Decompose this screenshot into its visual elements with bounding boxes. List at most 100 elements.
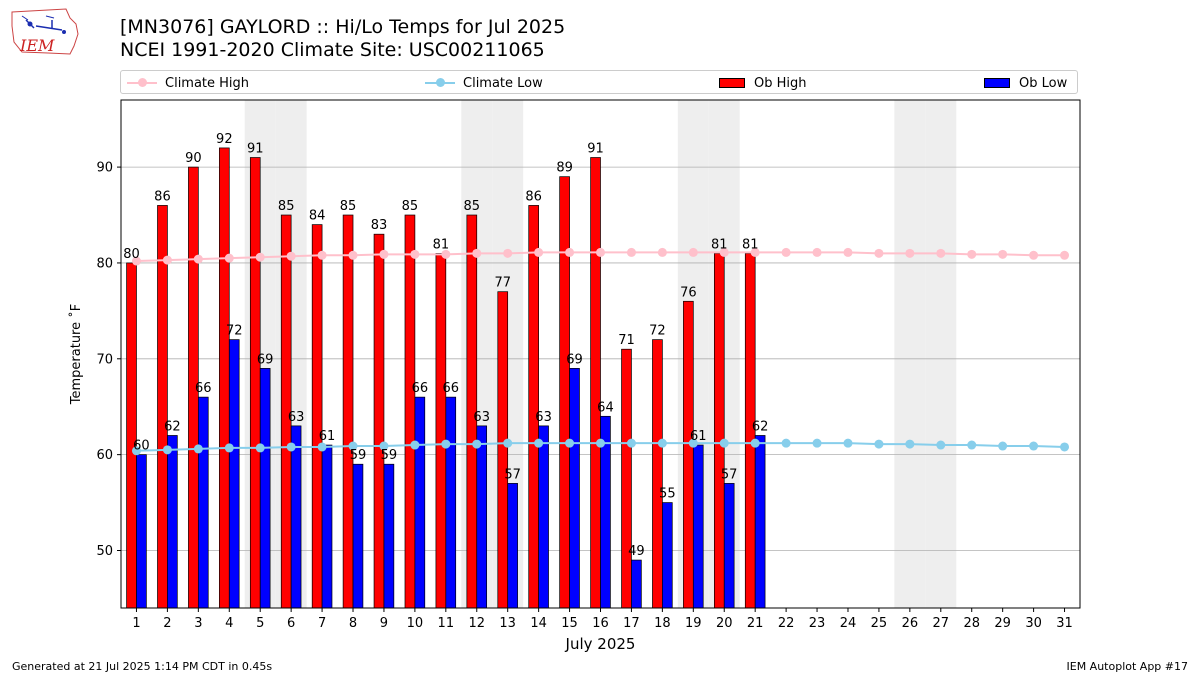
x-axis-label: July 2025 [565, 635, 636, 653]
ob-low-bar [228, 339, 240, 609]
climate-high-point [657, 247, 667, 257]
legend-ob-high: Ob High [719, 74, 807, 92]
climate-low-point [874, 439, 884, 449]
ob-high-bar [590, 157, 601, 609]
ob-high-value-label: 80 [123, 247, 140, 262]
climate-low-point [224, 443, 234, 453]
ob-high-value-label: 71 [618, 333, 635, 348]
generated-timestamp: Generated at 21 Jul 2025 1:14 PM CDT in … [12, 660, 273, 673]
ob-high-bar [219, 147, 230, 609]
x-tick-label: 16 [592, 616, 609, 631]
climate-low-point [719, 438, 729, 448]
legend-climate-low-marker [425, 74, 455, 92]
x-tick-label: 29 [994, 616, 1011, 631]
climate-low-point [162, 445, 172, 455]
ob-low-value-label: 62 [164, 419, 181, 434]
x-tick-label: 17 [623, 616, 640, 631]
bar-value-labels: 80 86 90 92 91 85 84 85 83 85 81 85 77 86 89 91 71 72 76 81… [123, 132, 768, 559]
climate-low-point [286, 442, 296, 452]
x-tick-label: 19 [685, 616, 702, 631]
x-tick-label: 18 [654, 616, 671, 631]
ob-high-bar [528, 205, 539, 609]
climate-low-point [565, 438, 575, 448]
ob-low-bar [723, 483, 735, 609]
ob-low-value-label: 69 [257, 352, 274, 367]
ob-low-value-label: 63 [288, 410, 305, 425]
x-tick-label: 20 [716, 616, 733, 631]
climate-high-point [936, 248, 946, 258]
x-tick-label: 3 [194, 616, 202, 631]
climate-high-point [1060, 250, 1070, 260]
climate-high-point [534, 247, 544, 257]
climate-low-point [348, 441, 358, 451]
climate-high-point [441, 249, 451, 259]
legend-climate-low: Climate Low [425, 74, 543, 92]
ob-high-value-label: 77 [494, 276, 511, 291]
ob-high-value-label: 81 [711, 237, 728, 252]
climate-high-point [781, 247, 791, 257]
x-tick-label: 2 [163, 616, 171, 631]
ob-high-bar [404, 214, 416, 609]
ob-low-value-label: 57 [504, 467, 521, 482]
climate-low-point [503, 438, 513, 448]
climate-high-point [286, 251, 296, 261]
legend-ob-high-marker [719, 78, 745, 88]
climate-high-point [565, 247, 575, 257]
ob-low-bar [259, 368, 271, 609]
ob-high-bar [249, 157, 261, 609]
climate-low-point [379, 441, 389, 451]
climate-low-point [1060, 442, 1070, 452]
climate-low-point [750, 438, 760, 448]
ob-low-bar [290, 425, 302, 609]
climate-low-point [131, 446, 141, 456]
ob-low-bar [569, 368, 580, 609]
climate-high-point [131, 256, 141, 266]
ob-low-value-label: 61 [319, 429, 336, 444]
ob-low-bar [662, 502, 673, 609]
ob-low-value-label: 63 [535, 410, 552, 425]
ob-high-value-label: 90 [185, 151, 202, 166]
x-tick-label: 12 [468, 616, 485, 631]
climate-high-point [1029, 250, 1039, 260]
climate-high-point [843, 247, 853, 257]
iem-logo-icon: IEM [11, 8, 79, 55]
ob-low-bar [754, 435, 766, 609]
ob-high-value-label: 81 [433, 237, 450, 252]
climate-high-point [348, 250, 358, 260]
climate-high-point [967, 249, 977, 259]
iem-logo-text: IEM [19, 36, 55, 55]
ob-high-value-label: 72 [649, 324, 666, 339]
ob-low-value-label: 69 [566, 352, 583, 367]
x-tick-label: 27 [933, 616, 950, 631]
x-tick-label: 26 [902, 616, 919, 631]
ob-low-bar [445, 396, 457, 609]
ob-high-bar [311, 224, 323, 609]
ob-high-value-label: 84 [309, 209, 326, 224]
ob-low-value-label: 66 [195, 381, 212, 396]
climate-high-point [503, 248, 513, 258]
ob-high-value-label: 89 [556, 161, 573, 176]
ob-high-bar [652, 339, 663, 609]
ob-high-bar [342, 214, 354, 609]
climate-low-point [688, 438, 698, 448]
climate-high-point [224, 253, 234, 263]
ob-low-value-label: 63 [473, 410, 490, 425]
ob-low-value-label: 49 [628, 544, 645, 559]
y-axis-label: Temperature ˚F [68, 304, 84, 405]
x-tick-label: 30 [1025, 616, 1042, 631]
ob-high-bar [713, 253, 725, 609]
x-tick-label: 8 [349, 616, 357, 631]
legend-ob-low-marker [984, 78, 1010, 88]
climate-low-point [1029, 441, 1039, 451]
ob-low-bar [136, 454, 147, 609]
climate-low-point [441, 439, 451, 449]
ob-low-bar [476, 425, 488, 609]
climate-high-point [193, 254, 203, 264]
legend-ob-low-label: Ob Low [1019, 75, 1068, 91]
x-tick-label: 10 [407, 616, 424, 631]
ob-low-value-label: 61 [690, 429, 707, 444]
ob-high-value-label: 85 [340, 199, 357, 214]
x-tick-label: 7 [318, 616, 326, 631]
ob-high-bar [126, 262, 137, 609]
